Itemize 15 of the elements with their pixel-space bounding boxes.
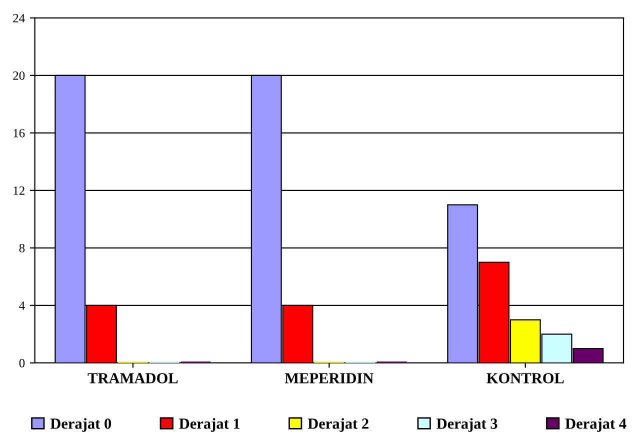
y-tick-label: 16 [14, 128, 25, 138]
x-tick-label: KONTROL [486, 373, 564, 384]
y-tick-label: 20 [13, 71, 25, 80]
legend-label: Derajat 1 [179, 418, 240, 432]
x-tick-label: MEPERIDIN [284, 373, 374, 384]
legend-label: Derajat 4 [565, 418, 626, 432]
y-tick-label: 8 [19, 244, 25, 252]
legend-label: Derajat 2 [308, 418, 368, 432]
x-tick-label: TRAMADOL [88, 373, 178, 384]
legend-label: Derajat 3 [436, 418, 498, 432]
y-tick-label: 0 [19, 358, 25, 368]
y-tick-label: 4 [19, 301, 25, 310]
y-tick-label: 24 [13, 14, 25, 22]
legend-label: Derajat 0 [50, 418, 112, 432]
y-tick-label: 12 [14, 186, 24, 195]
